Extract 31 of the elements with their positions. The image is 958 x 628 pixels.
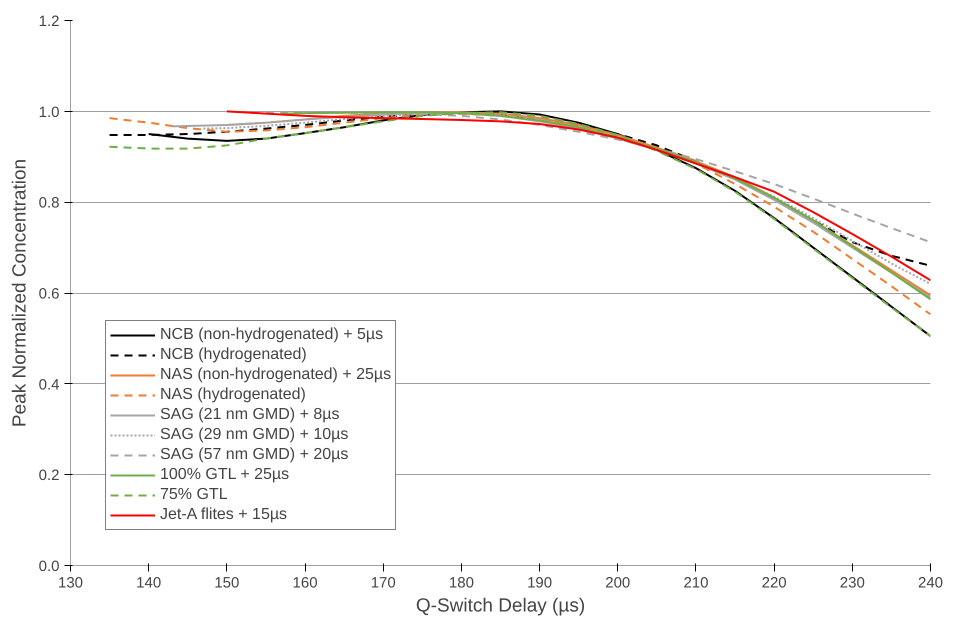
x-tick-label: 210 (683, 574, 708, 592)
legend-label: SAG (57 nm GMD) + 20µs (160, 446, 348, 464)
legend-label: NCB (hydrogenated) (160, 346, 307, 364)
legend-label: NAS (hydrogenated) (160, 386, 306, 404)
y-tick-label: 1.0 (38, 104, 60, 121)
legend-label: 75% GTL (160, 486, 228, 504)
x-tick-label: 170 (370, 574, 396, 592)
x-axis-title: Q-Switch Delay (µs) (416, 596, 586, 616)
legend-label: Jet-A flites + 15µs (160, 506, 288, 524)
legend-label: SAG (29 nm GMD) + 10µs (160, 426, 348, 444)
y-tick-label: 1.2 (38, 13, 60, 30)
x-tick-label: 220 (762, 574, 787, 592)
x-tick-label: 190 (527, 574, 552, 592)
legend-label: SAG (21 nm GMD) + 8µs (160, 406, 340, 424)
y-axis-title: Peak Normalized Concentration (10, 158, 31, 428)
x-tick-label: 140 (136, 574, 162, 592)
x-tick-label: 230 (840, 574, 865, 592)
x-tick-label: 180 (448, 574, 474, 592)
y-tick-label: 0.4 (38, 376, 60, 394)
x-tick-label: 160 (292, 574, 318, 592)
x-tick-label: 200 (605, 574, 630, 592)
legend-label: NAS (non-hydrogenated) + 25µs (160, 366, 392, 384)
y-tick-label: 0.2 (38, 467, 60, 484)
x-tick-label: 150 (214, 574, 240, 592)
x-tick-label: 130 (58, 574, 84, 592)
x-tick-label: 240 (918, 574, 944, 592)
y-tick-label: 0.8 (38, 194, 60, 212)
y-tick-label: 0.6 (38, 286, 60, 302)
legend-label: NCB (non-hydrogenated) + 5µs (160, 326, 384, 344)
legend-label: 100% GTL + 25µs (160, 466, 290, 484)
y-tick-label: 0.0 (38, 558, 60, 575)
